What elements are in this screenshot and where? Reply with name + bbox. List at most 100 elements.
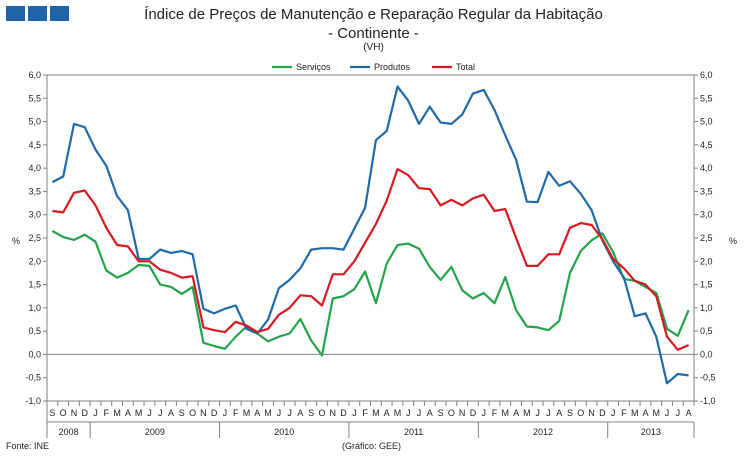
x-tick-label: A	[556, 408, 562, 418]
chart-title: Índice de Preços de Manutenção e Reparaç…	[144, 6, 603, 23]
x-tick-label: D	[599, 408, 606, 418]
y-axis-label-right: %	[729, 236, 737, 246]
x-tick-label: D	[81, 408, 88, 418]
y-tick-label-right: 6,0	[700, 70, 713, 80]
x-tick-label: F	[621, 408, 627, 418]
x-tick-label: J	[158, 408, 163, 418]
series-line-produtos	[51, 85, 689, 385]
legend-label: Total	[456, 62, 475, 72]
y-tick-label-left: 3,5	[28, 186, 41, 196]
source-note: Fonte: INE	[6, 441, 50, 451]
y-tick-label-right: 1,5	[700, 280, 713, 290]
y-tick-label-left: -1,0	[25, 396, 41, 406]
x-tick-label: O	[189, 408, 196, 418]
y-tick-label-left: 4,5	[28, 140, 41, 150]
x-tick-label: M	[653, 408, 661, 418]
series-line-total	[52, 168, 690, 351]
y-tick-label-left: 1,0	[28, 303, 41, 313]
logo-blocks	[6, 6, 69, 21]
line-chart: -1,0 -1,0 -0,5 -0,5 0,0 0,0 0,5 0,5 1,0 1,0 1,5 1,5…	[12, 62, 737, 438]
x-tick-label: F	[233, 408, 239, 418]
x-tick-label: M	[502, 408, 510, 418]
y-tick-label-left: 6,0	[28, 70, 41, 80]
y-tick-label-right: 2,5	[700, 233, 713, 243]
y-tick-label-left: 2,0	[28, 256, 41, 266]
x-tick-label: J	[611, 408, 616, 418]
x-tick-label: J	[481, 408, 486, 418]
x-tick-label: M	[372, 408, 380, 418]
x-tick-label: J	[546, 408, 551, 418]
year-label: 2013	[641, 427, 661, 437]
x-tick-label: N	[200, 408, 207, 418]
y-tick-label-left: -0,5	[25, 373, 41, 383]
logo-block	[50, 6, 69, 21]
y-tick-label-right: 0,0	[700, 349, 713, 359]
y-tick-label-left: 5,0	[28, 117, 41, 127]
x-tick-label: D	[340, 408, 347, 418]
y-tick-label-right: 3,5	[700, 186, 713, 196]
y-tick-label-left: 0,0	[28, 349, 41, 359]
x-tick-label: N	[71, 408, 78, 418]
y-tick-label-right: 4,5	[700, 140, 713, 150]
x-tick-label: D	[470, 408, 477, 418]
x-tick-label: D	[211, 408, 218, 418]
x-tick-label: J	[665, 408, 670, 418]
y-tick-label-right: 5,5	[700, 93, 713, 103]
x-tick-label: M	[394, 408, 402, 418]
y-tick-label-left: 0,5	[28, 326, 41, 336]
x-tick-label: F	[104, 408, 110, 418]
year-label: 2012	[533, 427, 553, 437]
x-tick-label: S	[179, 408, 185, 418]
x-tick-label: M	[243, 408, 251, 418]
y-tick-label-right: -0,5	[700, 373, 716, 383]
x-tick-label: O	[577, 408, 584, 418]
y-tick-label-right: 5,0	[700, 117, 713, 127]
x-tick-label: S	[567, 408, 573, 418]
x-tick-label: M	[135, 408, 143, 418]
year-label: 2011	[404, 427, 423, 437]
x-tick-label: A	[297, 408, 303, 418]
y-tick-label-right: 0,5	[700, 326, 713, 336]
x-tick-label: J	[223, 408, 228, 418]
y-tick-label-right: 3,0	[700, 210, 713, 220]
x-tick-label: J	[406, 408, 411, 418]
x-tick-label: O	[448, 408, 455, 418]
x-tick-label: A	[513, 408, 519, 418]
x-tick-label: M	[264, 408, 272, 418]
x-tick-label: M	[113, 408, 121, 418]
x-tick-label: A	[642, 408, 648, 418]
y-tick-label-left: 2,5	[28, 233, 41, 243]
x-tick-label: J	[417, 408, 422, 418]
x-tick-label: J	[535, 408, 540, 418]
x-tick-label: J	[93, 408, 98, 418]
x-tick-label: F	[362, 408, 368, 418]
x-tick-label: N	[588, 408, 595, 418]
logo-block	[6, 6, 25, 21]
x-tick-label: O	[318, 408, 325, 418]
x-tick-label: A	[427, 408, 433, 418]
x-tick-label: A	[125, 408, 131, 418]
series-line-serviços	[51, 230, 690, 357]
x-tick-label: A	[686, 408, 692, 418]
x-tick-label: M	[523, 408, 531, 418]
y-tick-label-right: 2,0	[700, 256, 713, 266]
legend-label: Produtos	[374, 62, 411, 72]
x-tick-label: N	[459, 408, 466, 418]
x-tick-label: J	[147, 408, 152, 418]
unit-label: (VH)	[363, 42, 384, 53]
logo-block	[28, 6, 47, 21]
y-tick-label-right: 1,0	[700, 303, 713, 313]
x-tick-label: M	[631, 408, 639, 418]
x-tick-label: S	[308, 408, 314, 418]
x-tick-label: A	[384, 408, 390, 418]
x-tick-label: N	[330, 408, 337, 418]
x-tick-label: F	[492, 408, 498, 418]
x-tick-label: J	[287, 408, 292, 418]
legend-label: Serviços	[296, 62, 331, 72]
x-tick-label: J	[277, 408, 282, 418]
x-tick-label: A	[254, 408, 260, 418]
x-tick-label: O	[60, 408, 67, 418]
y-tick-label-left: 3,0	[28, 210, 41, 220]
x-tick-label: A	[168, 408, 174, 418]
y-tick-label-left: 4,0	[28, 163, 41, 173]
